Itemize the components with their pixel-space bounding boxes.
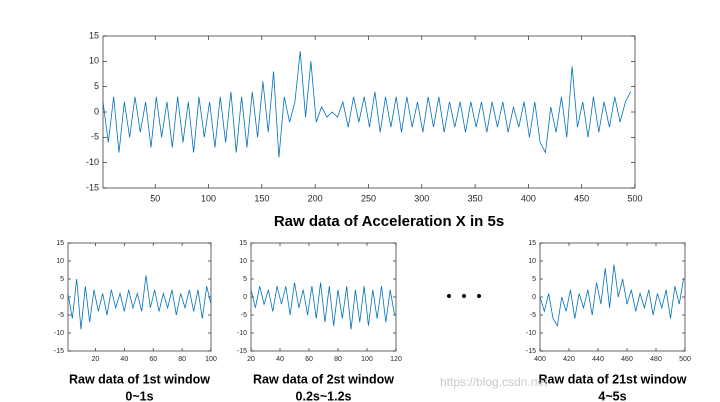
chart-subtitle: 0.2s~1.2s bbox=[296, 389, 352, 402]
y-tick-label: -10 bbox=[86, 157, 99, 167]
x-tick-label: 20 bbox=[92, 356, 100, 363]
y-tick-label: 5 bbox=[243, 276, 247, 283]
data-line bbox=[539, 264, 684, 327]
chart-title: Raw data of 1st window bbox=[69, 372, 210, 386]
chart-subtitle: 0~1s bbox=[125, 389, 153, 402]
chart-title: Raw data of Acceleration X in 5s bbox=[274, 213, 504, 230]
x-tick-label: 460 bbox=[621, 356, 633, 363]
x-tick-label: 100 bbox=[201, 193, 216, 203]
x-tick-label: 420 bbox=[563, 356, 575, 363]
y-tick-label: -15 bbox=[526, 348, 536, 355]
y-tick-label: 0 bbox=[532, 294, 536, 301]
y-tick-label: 0 bbox=[243, 294, 247, 301]
x-tick-label: 150 bbox=[254, 193, 269, 203]
x-tick-label: 60 bbox=[305, 356, 313, 363]
x-tick-label: 400 bbox=[521, 193, 536, 203]
data-line bbox=[102, 51, 632, 158]
x-tick-label: 80 bbox=[334, 356, 342, 363]
y-tick-label: -15 bbox=[86, 182, 99, 192]
chart-title: Raw data of 21st window bbox=[539, 372, 687, 386]
watermark: https://blog.csdn.net bbox=[440, 375, 548, 389]
y-tick-label: -10 bbox=[237, 330, 247, 337]
x-tick-label: 120 bbox=[390, 356, 402, 363]
data-line bbox=[250, 282, 395, 330]
chart: -15 -10 -5 0 5 10 15 400 420 440 460 480 500 Raw data… bbox=[526, 240, 691, 402]
chart-subtitle: 4~5s bbox=[598, 389, 626, 402]
ellipsis bbox=[447, 294, 481, 298]
y-tick-label: 0 bbox=[94, 106, 99, 116]
y-tick-label: 5 bbox=[94, 81, 99, 91]
chart: -15 -10 -5 0 5 10 15 20 40 60 80 100 Raw data of 1st… bbox=[54, 240, 217, 402]
y-tick-label: 15 bbox=[239, 240, 247, 247]
x-tick-label: 450 bbox=[574, 193, 589, 203]
x-tick-label: 500 bbox=[627, 193, 642, 203]
y-tick-label: -5 bbox=[58, 312, 64, 319]
x-tick-label: 40 bbox=[120, 356, 128, 363]
y-tick-label: 5 bbox=[60, 276, 64, 283]
x-tick-label: 60 bbox=[149, 356, 157, 363]
x-tick-label: 100 bbox=[361, 356, 373, 363]
x-tick-label: 500 bbox=[679, 356, 691, 363]
x-tick-label: 480 bbox=[650, 356, 662, 363]
y-tick-label: 10 bbox=[89, 56, 99, 66]
y-tick-label: 0 bbox=[60, 294, 64, 301]
y-tick-label: 10 bbox=[528, 258, 536, 265]
y-tick-label: 10 bbox=[239, 258, 247, 265]
x-tick-label: 200 bbox=[308, 193, 323, 203]
y-tick-label: -15 bbox=[237, 348, 247, 355]
x-tick-label: 20 bbox=[247, 356, 255, 363]
y-tick-label: 15 bbox=[528, 240, 536, 247]
y-tick-label: 10 bbox=[56, 258, 64, 265]
chart: -15 -10 -5 0 5 10 15 50 100 150 200 250 300 350 400 450… bbox=[86, 30, 643, 230]
y-tick-label: -10 bbox=[54, 330, 64, 337]
x-tick-label: 440 bbox=[592, 356, 604, 363]
x-tick-label: 350 bbox=[468, 193, 483, 203]
y-tick-label: 5 bbox=[532, 276, 536, 283]
y-tick-label: -5 bbox=[530, 312, 536, 319]
y-tick-label: 15 bbox=[89, 30, 99, 40]
data-line bbox=[67, 275, 212, 330]
chart: -15 -10 -5 0 5 10 15 20 40 60 80 100 120 Raw data of … bbox=[237, 240, 402, 402]
y-tick-label: 15 bbox=[56, 240, 64, 247]
y-tick-label: -10 bbox=[526, 330, 536, 337]
x-tick-label: 80 bbox=[178, 356, 186, 363]
x-tick-label: 250 bbox=[361, 193, 376, 203]
x-tick-label: 40 bbox=[276, 356, 284, 363]
plot-area bbox=[67, 242, 212, 352]
x-tick-label: 300 bbox=[414, 193, 429, 203]
x-tick-label: 400 bbox=[534, 356, 546, 363]
y-tick-label: -5 bbox=[91, 132, 99, 142]
x-tick-label: 100 bbox=[205, 356, 217, 363]
y-tick-label: -5 bbox=[241, 312, 247, 319]
y-tick-label: -15 bbox=[54, 348, 64, 355]
chart-title: Raw data of 2st window bbox=[253, 372, 394, 386]
x-tick-label: 50 bbox=[150, 193, 160, 203]
plot-area bbox=[102, 35, 636, 189]
